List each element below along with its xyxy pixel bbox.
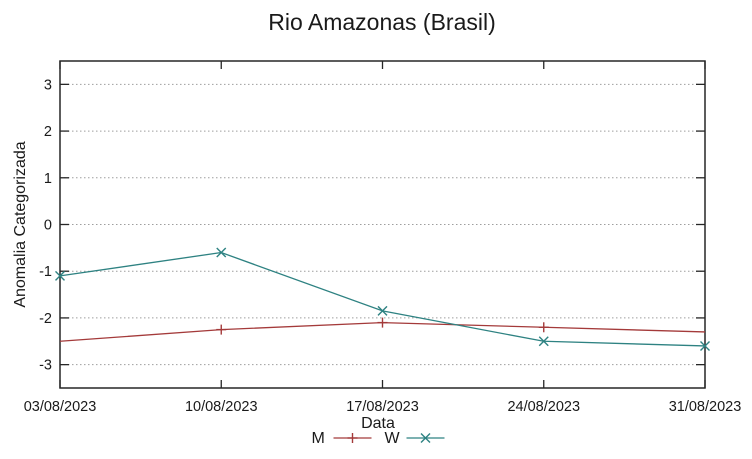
y-tick-labels: 3 2 1 0 -1 -2 -3: [39, 77, 52, 373]
y-tick-label: 0: [44, 218, 52, 234]
series-lines: [55, 247, 710, 351]
axis-ticks: [59, 61, 706, 388]
series-W-marker: [55, 270, 65, 281]
series-W: [55, 247, 710, 351]
series-W-legend-marker: [420, 433, 431, 443]
y-axis-label: Anomalia Categorizada: [12, 141, 29, 307]
legend-label-W: W: [385, 430, 401, 447]
gridlines: [60, 83, 705, 366]
x-tick-label: 17/08/2023: [346, 399, 419, 415]
y-tick-label: 1: [44, 171, 52, 187]
y-tick-label: 3: [44, 77, 52, 93]
chart-title: Rio Amazonas (Brasil): [268, 9, 496, 35]
legend-item-M: M: [312, 430, 372, 447]
y-tick-label: -3: [39, 358, 52, 374]
legend-item-W: W: [385, 430, 445, 447]
legend-label-M: M: [312, 430, 325, 447]
series-W-marker: [216, 247, 227, 258]
x-tick-label: 03/08/2023: [24, 399, 97, 415]
x-tick-label: 24/08/2023: [507, 399, 580, 415]
x-axis-label: Data: [361, 415, 395, 432]
y-tick-label: -2: [39, 311, 52, 327]
y-tick-label: 2: [44, 124, 52, 140]
series-W-marker: [700, 340, 710, 351]
x-tick-label: 31/08/2023: [669, 399, 742, 415]
series-W-marker: [377, 305, 388, 316]
series-M: [59, 317, 706, 342]
y-tick-label: -1: [39, 264, 52, 280]
series-W-line: [59, 251, 706, 347]
x-tick-label: 10/08/2023: [185, 399, 258, 415]
x-tick-labels: 03/08/2023 10/08/2023 17/08/2023 24/08/2023…: [24, 399, 742, 415]
series-W-marker: [538, 336, 549, 347]
